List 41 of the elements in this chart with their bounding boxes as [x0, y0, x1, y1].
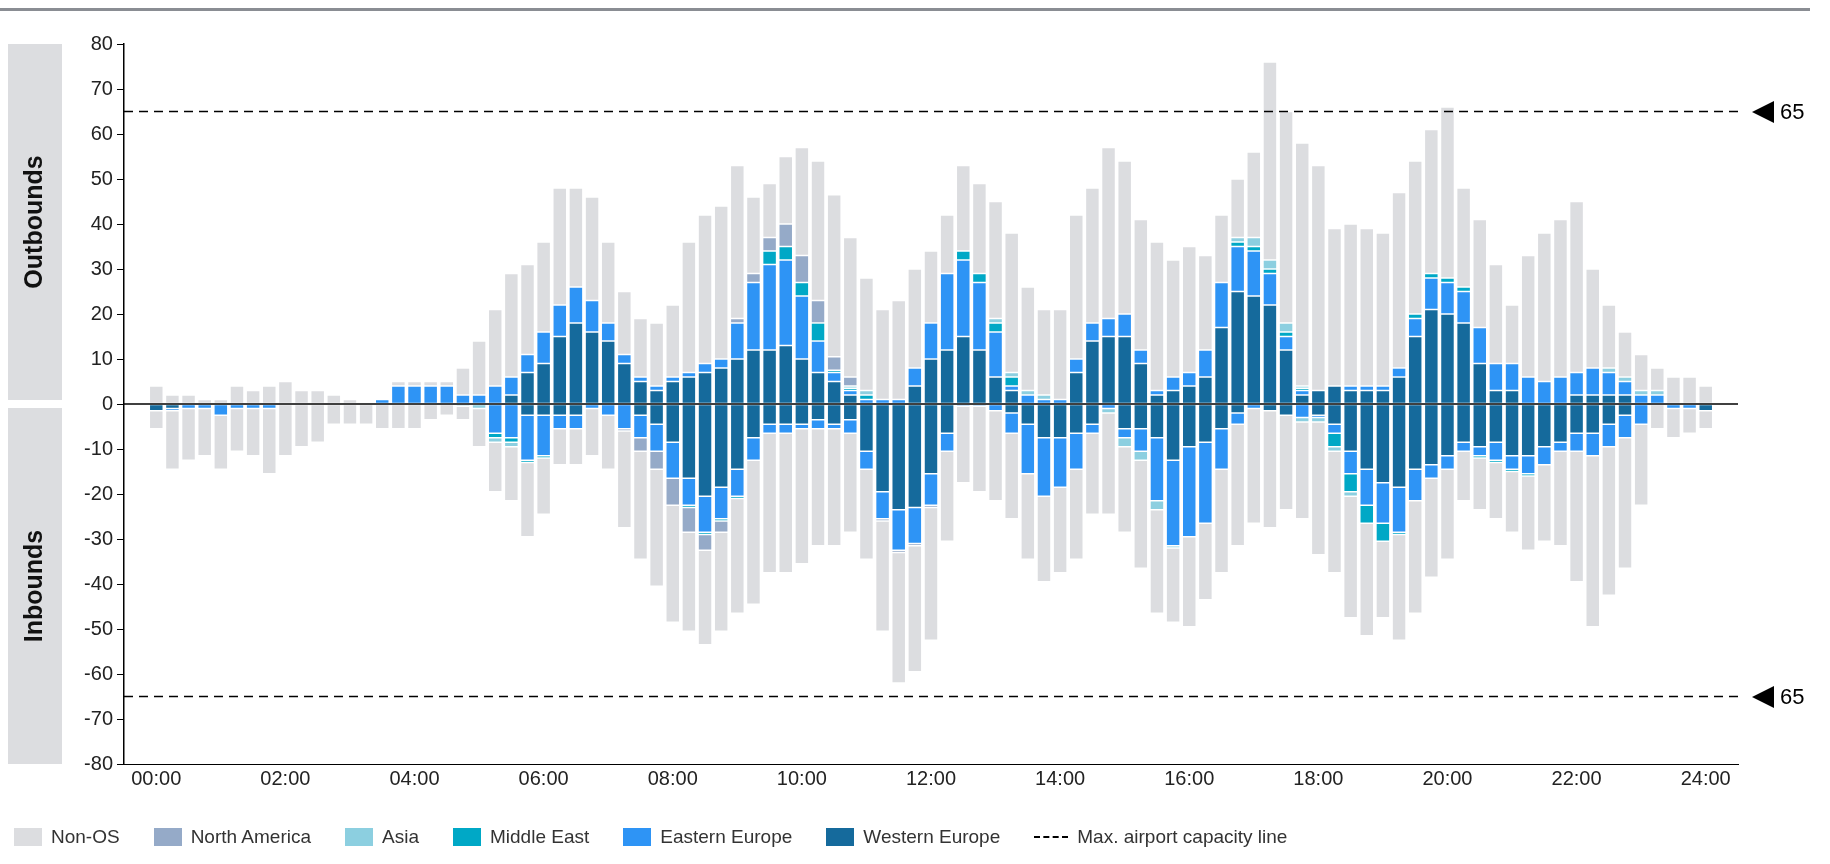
legend-label: Eastern Europe: [660, 826, 793, 848]
x-tick-label: 02:00: [260, 766, 311, 789]
text: 65: [1780, 98, 1805, 124]
legend-label: Non-OS: [51, 826, 120, 848]
y-tick-label: -20: [84, 481, 113, 504]
legend-label: Asia: [382, 826, 419, 848]
legend-label: Western Europe: [863, 826, 1001, 848]
y-tick-label: 80: [90, 31, 113, 54]
x-tick-label: 14:00: [1035, 766, 1086, 789]
y-tick-label: -50: [84, 616, 113, 639]
y-tick-label: 40: [90, 211, 113, 234]
text: Max. airport capacity line: [1077, 826, 1288, 848]
y-tick-label: 50: [90, 166, 113, 189]
x-tick-label: 12:00: [905, 766, 957, 789]
text: 65: [1780, 683, 1805, 709]
legend-label: North America: [190, 826, 312, 848]
text: Outbounds: [18, 155, 47, 289]
x-tick-label: 08:00: [647, 766, 698, 789]
x-tick-label: 04:00: [389, 766, 440, 789]
x-tick-label: 00:00: [131, 766, 182, 789]
x-tick-label: 06:00: [518, 766, 569, 789]
y-tick-label: -10: [84, 436, 113, 459]
legend-label: Middle East: [489, 826, 590, 848]
y-tick-label: 30: [90, 256, 113, 279]
x-tick-label: 18:00: [1293, 766, 1344, 789]
x-tick-label: 20:00: [1422, 766, 1473, 789]
x-tick-label: 16:00: [1164, 766, 1215, 789]
y-tick-label: -30: [84, 526, 113, 549]
y-tick-label: -40: [84, 571, 113, 594]
x-tick-label: 22:00: [1551, 766, 1602, 789]
y-tick-label: -80: [84, 751, 113, 774]
y-tick-label: 10: [90, 346, 113, 369]
y-tick-label: -70: [84, 706, 113, 729]
y-tick-label: 20: [90, 301, 113, 324]
y-tick-label: 0: [101, 391, 113, 414]
y-tick-label: -60: [84, 661, 113, 684]
y-tick-label: 60: [90, 121, 113, 144]
x-tick-label: 24:00: [1680, 766, 1731, 789]
text: Inbounds: [18, 529, 47, 643]
x-tick-label: 10:00: [776, 766, 827, 789]
y-tick-label: 70: [90, 76, 113, 99]
